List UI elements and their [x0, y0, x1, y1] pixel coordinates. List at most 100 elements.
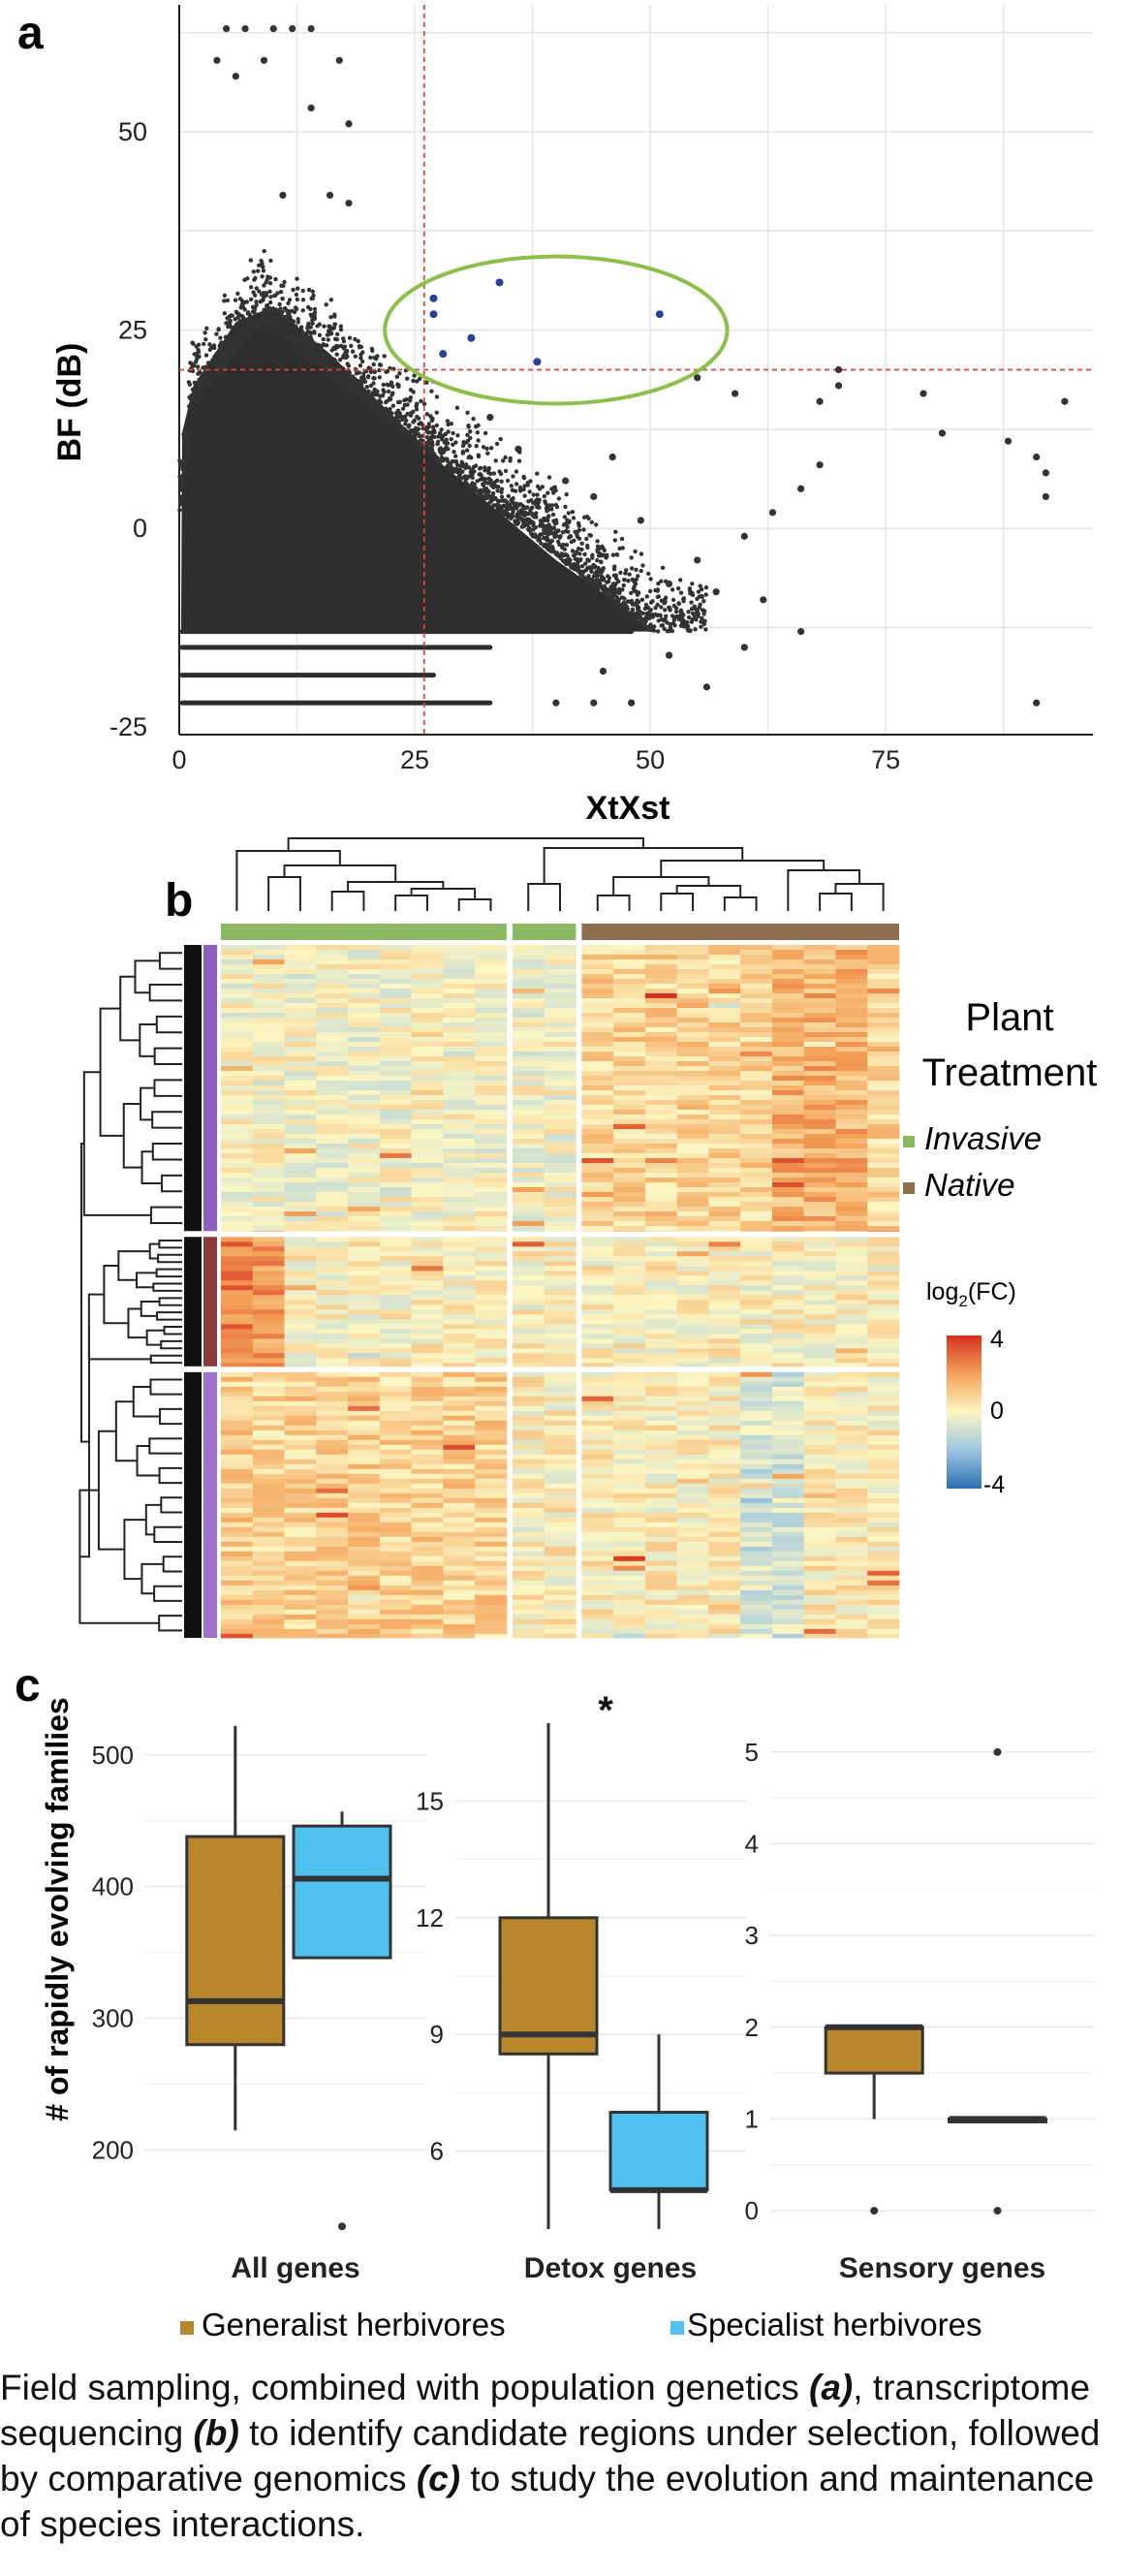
heatmap-cell: [284, 1290, 317, 1296]
heatmap-cell: [221, 1400, 254, 1407]
heatmap-cell: [613, 1517, 646, 1524]
heatmap-cell: [644, 1526, 678, 1533]
heatmap-cell: [252, 1271, 285, 1276]
heatmap-cell: [379, 1226, 412, 1232]
scatter-point: [353, 336, 358, 342]
candidate-point: [429, 310, 438, 319]
heatmap-cell: [544, 1105, 577, 1111]
heatmap-cell: [644, 1095, 678, 1101]
heatmap-cell: [443, 1124, 476, 1130]
heatmap-cell: [512, 1420, 545, 1427]
scatter-point: [545, 490, 550, 495]
heatmap-cell: [221, 1173, 254, 1178]
heatmap-cell: [252, 955, 285, 960]
dendrogram-link: [136, 1272, 157, 1289]
heatmap-cell: [544, 1226, 577, 1232]
outlier-point: [731, 390, 739, 397]
heatmap-cell: [316, 1280, 349, 1286]
heatmap-cell: [867, 1052, 900, 1057]
heatmap-cell: [613, 1324, 646, 1330]
heatmap-cell: [443, 1434, 476, 1441]
heatmap-cell: [613, 1570, 646, 1577]
heatmap-cell: [581, 1115, 614, 1120]
scatter-point: [371, 376, 376, 381]
heatmap-cell: [512, 1280, 545, 1286]
scatter-point: [396, 383, 401, 388]
heatmap-cell: [348, 1541, 381, 1548]
heatmap-cell: [316, 1376, 349, 1383]
heatmap-cell: [475, 1329, 508, 1335]
scatter-point: [196, 342, 202, 347]
heatmap-cell: [613, 1148, 646, 1154]
heatmap-cell: [475, 1158, 508, 1164]
heatmap-cell: [284, 1483, 317, 1490]
heatmap-cell: [803, 1531, 836, 1538]
heatmap-cell: [803, 1221, 836, 1227]
heatmap-cell: [740, 1148, 773, 1154]
heatmap-cell: [867, 1061, 900, 1067]
heatmap-cell: [316, 1560, 349, 1567]
heatmap-cell: [443, 1381, 476, 1388]
heatmap-cell: [512, 1353, 545, 1359]
heatmap-cell: [803, 1052, 836, 1057]
heatmap-cell: [475, 1037, 508, 1043]
heatmap-cell: [252, 1463, 285, 1470]
scatter-point: [287, 298, 293, 302]
heatmap-cell: [740, 1037, 773, 1043]
heatmap-cell: [803, 1237, 836, 1242]
heatmap-cell: [221, 1129, 254, 1135]
heatmap-cell: [348, 1546, 381, 1553]
heatmap-cell: [644, 1211, 678, 1217]
heatmap-cell: [379, 959, 412, 965]
scatter-point: [614, 595, 619, 600]
scatter-point: [234, 324, 239, 329]
heatmap-cell: [316, 950, 349, 956]
heatmap-cell: [316, 1110, 349, 1115]
heatmap-cell: [676, 1216, 709, 1222]
heatmap-cell: [348, 1517, 381, 1524]
heatmap-cell: [676, 1081, 709, 1086]
scatter-point: [469, 471, 475, 477]
heatmap-cell: [475, 1415, 508, 1422]
heatmap-cell: [284, 1052, 317, 1057]
heatmap-cell: [740, 1309, 773, 1315]
scatter-point: [594, 578, 599, 582]
scatter-point: [386, 383, 391, 388]
heatmap-cell: [644, 1290, 678, 1296]
scatter-point: [439, 437, 445, 442]
heatmap-cell: [708, 984, 741, 990]
heatmap-cell: [316, 1042, 349, 1048]
scatter-point: [547, 541, 552, 546]
heatmap-cell: [708, 955, 741, 960]
heatmap-cell: [708, 1512, 741, 1519]
heatmap-cell: [379, 1555, 412, 1562]
x-tick-label: 0: [171, 745, 186, 774]
heatmap-cell: [544, 1309, 577, 1315]
heatmap-cell: [644, 1256, 678, 1262]
scatter-point: [703, 585, 709, 590]
heatmap-cell: [221, 1502, 254, 1509]
scatter-point: [344, 351, 349, 356]
heatmap-cell: [316, 1192, 349, 1198]
scatter-point: [415, 414, 420, 420]
heatmap-cell: [740, 1410, 773, 1417]
heatmap-cell: [803, 1400, 836, 1407]
heatmap-cell: [316, 1153, 349, 1159]
heatmap-cell: [475, 1381, 508, 1388]
heatmap-cell: [316, 1221, 349, 1227]
heatmap-cell: [316, 1027, 349, 1033]
heatmap-cell: [772, 1541, 805, 1548]
heatmap-cell: [544, 1376, 577, 1383]
heatmap-cell: [443, 1022, 476, 1028]
heatmap-cell: [316, 1386, 349, 1393]
heatmap-cell: [221, 1271, 254, 1276]
heatmap-cell: [613, 1226, 646, 1232]
heatmap-cell: [867, 1334, 900, 1339]
heatmap-cell: [740, 1560, 773, 1567]
heatmap-cell: [348, 984, 381, 990]
heatmap-cell: [411, 1565, 444, 1572]
scatter-point: [385, 414, 390, 420]
heatmap-cell: [284, 1522, 317, 1528]
scatter-point: [672, 623, 677, 628]
heatmap-cell: [411, 1163, 444, 1169]
